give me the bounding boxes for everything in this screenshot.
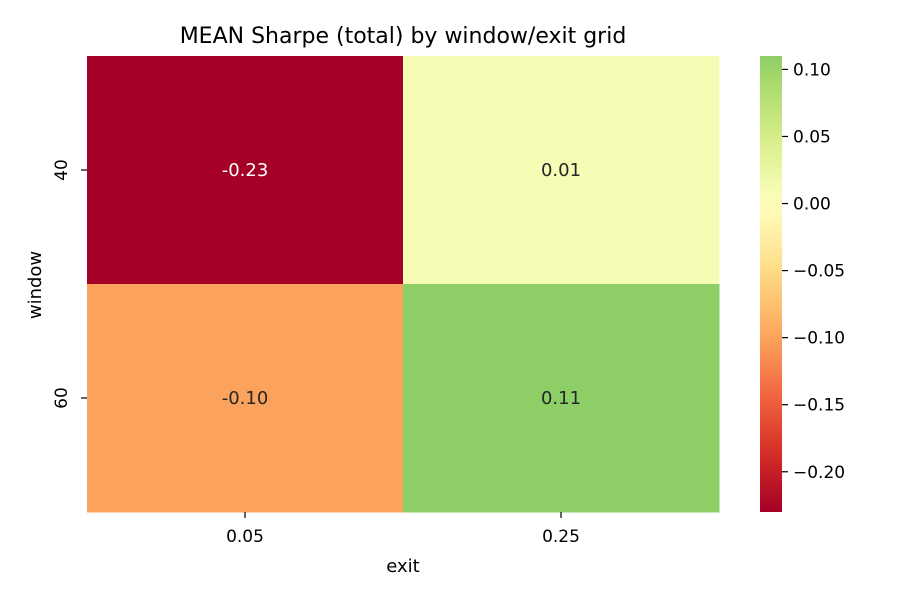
- x-axis-label: exit: [386, 556, 419, 577]
- y-tick-label-1: 60: [52, 387, 72, 409]
- chart-title: MEAN Sharpe (total) by window/exit grid: [180, 24, 627, 49]
- heatmap-cell-labels: -0.23 0.01 -0.10 0.11: [222, 160, 581, 409]
- colorbar-tick-label-2: 0.00: [793, 195, 831, 215]
- x-axis-ticks: 0.05 0.25: [226, 512, 580, 547]
- cell-value-label-0-1: 0.01: [541, 160, 581, 181]
- cell-value-label-1-1: 0.11: [541, 388, 581, 409]
- colorbar-tick-label-0: 0.10: [793, 60, 831, 80]
- colorbar-tick-label-6: −0.20: [793, 463, 845, 483]
- colorbar-tick-label-5: −0.15: [793, 396, 845, 416]
- colorbar-tick-label-3: −0.05: [793, 262, 845, 282]
- heatmap-cell-0-1: [403, 56, 720, 285]
- x-tick-label-1: 0.25: [542, 527, 580, 547]
- heatmap-cell-1-0: [87, 284, 404, 513]
- x-tick-label-0: 0.05: [226, 527, 264, 547]
- colorbar-ticks: 0.10 0.05 0.00 −0.05 −0.10 −0.15 −0.20: [782, 60, 845, 483]
- cell-value-label-0-0: -0.23: [222, 160, 269, 181]
- heatmap-cell-1-1: [403, 284, 720, 513]
- heatmap-cell-0-0: [87, 56, 404, 285]
- y-tick-label-0: 40: [52, 159, 72, 181]
- colorbar-tick-label-4: −0.10: [793, 329, 845, 349]
- colorbar-tick-label-1: 0.05: [793, 127, 831, 147]
- heatmap-cells: [87, 56, 720, 513]
- y-axis-ticks: 40 60: [52, 159, 87, 409]
- cell-value-label-1-0: -0.10: [222, 388, 269, 409]
- colorbar: [760, 56, 782, 512]
- y-axis-label: window: [25, 251, 46, 319]
